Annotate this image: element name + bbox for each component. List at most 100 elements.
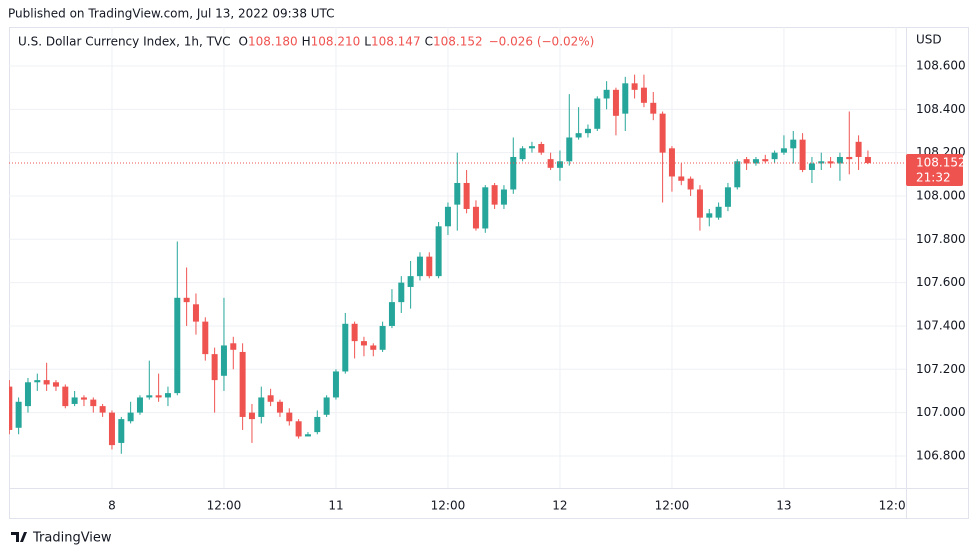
candle-body — [62, 386, 69, 407]
candle-body — [827, 161, 834, 164]
candle-body — [864, 156, 871, 164]
candle-body — [491, 185, 498, 205]
candle-body — [566, 137, 573, 162]
candle-body — [640, 87, 647, 103]
y-tick-label: 107.400 — [916, 318, 966, 332]
y-tick-label: 108.600 — [916, 58, 966, 72]
last-price-box — [906, 154, 963, 187]
candle-body — [734, 161, 741, 188]
candle-body — [743, 159, 750, 164]
candle-body — [724, 187, 731, 207]
grid — [9, 27, 906, 488]
candle-body — [463, 182, 470, 209]
candle-body — [846, 156, 853, 160]
ohlc-key: L — [364, 35, 371, 49]
x-tick-label: 12:00 — [431, 499, 466, 513]
candle-body — [687, 178, 694, 190]
ohlc-value: 108.210 — [311, 35, 361, 49]
candle-body — [370, 345, 377, 350]
chart-frame — [9, 27, 969, 519]
candle-body — [230, 343, 237, 350]
candle-body — [584, 128, 591, 134]
candle-body — [276, 401, 283, 413]
brand-logo: TradingView — [11, 531, 112, 546]
brand: TradingView — [32, 531, 112, 546]
candle-body — [696, 189, 703, 218]
candle-body — [360, 341, 367, 346]
axes: 106.800 107.000 107.200 107.400 107.600 107.8… — [108, 58, 965, 512]
candle-body — [146, 395, 153, 398]
x-tick-label: 12:00 — [207, 499, 242, 513]
ohlc-value: 108.147 — [371, 35, 421, 49]
ohlc-key: O — [239, 35, 248, 49]
y-tick-label: 107.000 — [916, 405, 966, 419]
candle-body — [164, 393, 171, 398]
candle-body — [780, 148, 787, 153]
ohlc-key: H — [302, 35, 311, 49]
candle-body — [127, 412, 134, 422]
candle-body — [220, 345, 227, 376]
candle-body — [706, 213, 713, 218]
published-note: Published on TradingView.com, Jul 13, 20… — [8, 7, 335, 21]
candle-body — [239, 351, 246, 417]
y-tick-label: 106.800 — [916, 448, 966, 462]
candle-body — [248, 412, 255, 420]
candle-body — [668, 148, 675, 177]
candle-body — [538, 143, 545, 153]
candle-body — [286, 412, 293, 422]
candle-body — [323, 397, 330, 415]
candle-body — [556, 161, 563, 168]
candle-body — [155, 395, 162, 398]
candle-body — [80, 397, 87, 400]
candle-body — [295, 421, 302, 437]
candle-body — [52, 382, 59, 387]
x-tick-label: 8 — [108, 499, 116, 513]
countdown: 21:32 — [916, 171, 951, 185]
candle-body — [715, 206, 722, 218]
candle-body — [594, 98, 601, 129]
candle-body — [426, 256, 433, 277]
candle-body — [342, 323, 349, 372]
candle-body — [332, 371, 339, 398]
candle-body — [416, 256, 423, 277]
candles — [9, 74, 906, 454]
candle-body — [99, 406, 106, 413]
x-tick-label: 12:00 — [655, 499, 690, 513]
candle-body — [407, 276, 414, 287]
candle-body — [108, 412, 115, 446]
candle-body — [202, 321, 209, 355]
candle-body — [258, 397, 265, 417]
candle-body — [9, 386, 13, 430]
candle-body — [612, 89, 619, 116]
candle-body — [818, 161, 825, 164]
candle-body — [472, 206, 479, 229]
candle-body — [547, 159, 554, 168]
candle-body — [855, 141, 862, 157]
ohlc-value: 108.180 — [248, 35, 298, 49]
candle-body — [388, 302, 395, 326]
candle-body — [622, 83, 629, 114]
candle-body — [379, 325, 386, 350]
y-tick-label: 108.000 — [916, 188, 966, 202]
candle-body — [192, 304, 199, 322]
candle-body — [799, 139, 806, 170]
ohlc-key: C — [425, 35, 433, 49]
x-tick-label: 11 — [328, 499, 343, 513]
candle-body — [631, 83, 638, 90]
candle-body — [790, 139, 797, 149]
candle-body — [211, 354, 218, 381]
candle-body — [351, 323, 358, 342]
y-tick-label: 107.200 — [916, 362, 966, 376]
y-tick-label: 107.600 — [916, 275, 966, 289]
x-tick-label: 12:00 — [879, 499, 914, 513]
candle-body — [808, 163, 815, 170]
candle-body — [482, 187, 489, 229]
candle-body — [575, 133, 582, 138]
change: −0.026 (−0.02%) — [489, 35, 595, 49]
candle-body — [454, 182, 461, 205]
candle-body — [304, 434, 311, 437]
candle-body — [43, 380, 50, 385]
candle-body — [771, 152, 778, 160]
